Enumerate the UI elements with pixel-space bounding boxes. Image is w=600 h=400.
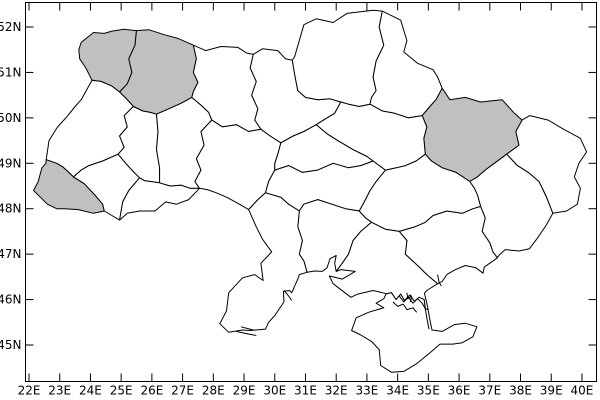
y-tick-label: 52N — [0, 20, 22, 34]
x-tick-label: 25E — [110, 384, 133, 398]
x-tick-label: 39E — [540, 384, 563, 398]
x-tick-label: 23E — [48, 384, 71, 398]
region-chernivtsi — [119, 177, 200, 221]
x-tick-label: 31E — [294, 384, 317, 398]
x-tick-label: 28E — [202, 384, 225, 398]
sivash-detail-1 — [398, 295, 430, 330]
x-tick-label: 38E — [509, 384, 532, 398]
region-chernihiv — [291, 9, 385, 107]
x-tick-label: 35E — [417, 384, 440, 398]
plot-border — [25, 2, 597, 382]
x-tick-label: 24E — [79, 384, 102, 398]
sivash-detail-2 — [392, 301, 418, 313]
x-tick-label: 32E — [325, 384, 348, 398]
danube-delta-1 — [236, 330, 257, 336]
sivash-detail-3 — [406, 292, 412, 302]
molochnyi-lyman — [437, 274, 442, 287]
y-tick-label: 50N — [0, 111, 22, 125]
y-tick-label: 49N — [0, 156, 22, 170]
y-tick-label: 51N — [0, 65, 22, 79]
x-tick-label: 26E — [140, 384, 163, 398]
region-crimea — [351, 292, 478, 373]
x-tick-label: 29E — [233, 384, 256, 398]
danube-delta-2 — [240, 326, 254, 331]
x-tick-label: 22E — [18, 384, 41, 398]
y-tick-label: 46N — [0, 293, 22, 307]
region-zakarpattia — [33, 159, 105, 214]
x-tick-label: 34E — [386, 384, 409, 398]
x-tick-label: 33E — [355, 384, 378, 398]
x-tick-label: 37E — [478, 384, 501, 398]
y-tick-label: 48N — [0, 202, 22, 216]
region-odesa — [219, 192, 308, 333]
y-tick-label: 45N — [0, 338, 22, 352]
x-tick-label: 27E — [171, 384, 194, 398]
y-tick-label: 47N — [0, 247, 22, 261]
x-tick-label: 36E — [448, 384, 471, 398]
dniester-estuary — [283, 290, 293, 301]
x-tick-label: 40E — [571, 384, 594, 398]
x-tick-label: 30E — [263, 384, 286, 398]
